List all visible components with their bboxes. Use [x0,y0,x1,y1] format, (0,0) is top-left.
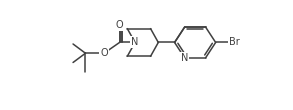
Text: O: O [116,20,123,30]
Text: N: N [131,38,139,47]
Text: N: N [181,53,188,63]
Text: O: O [100,48,108,58]
Text: Br: Br [229,38,240,47]
